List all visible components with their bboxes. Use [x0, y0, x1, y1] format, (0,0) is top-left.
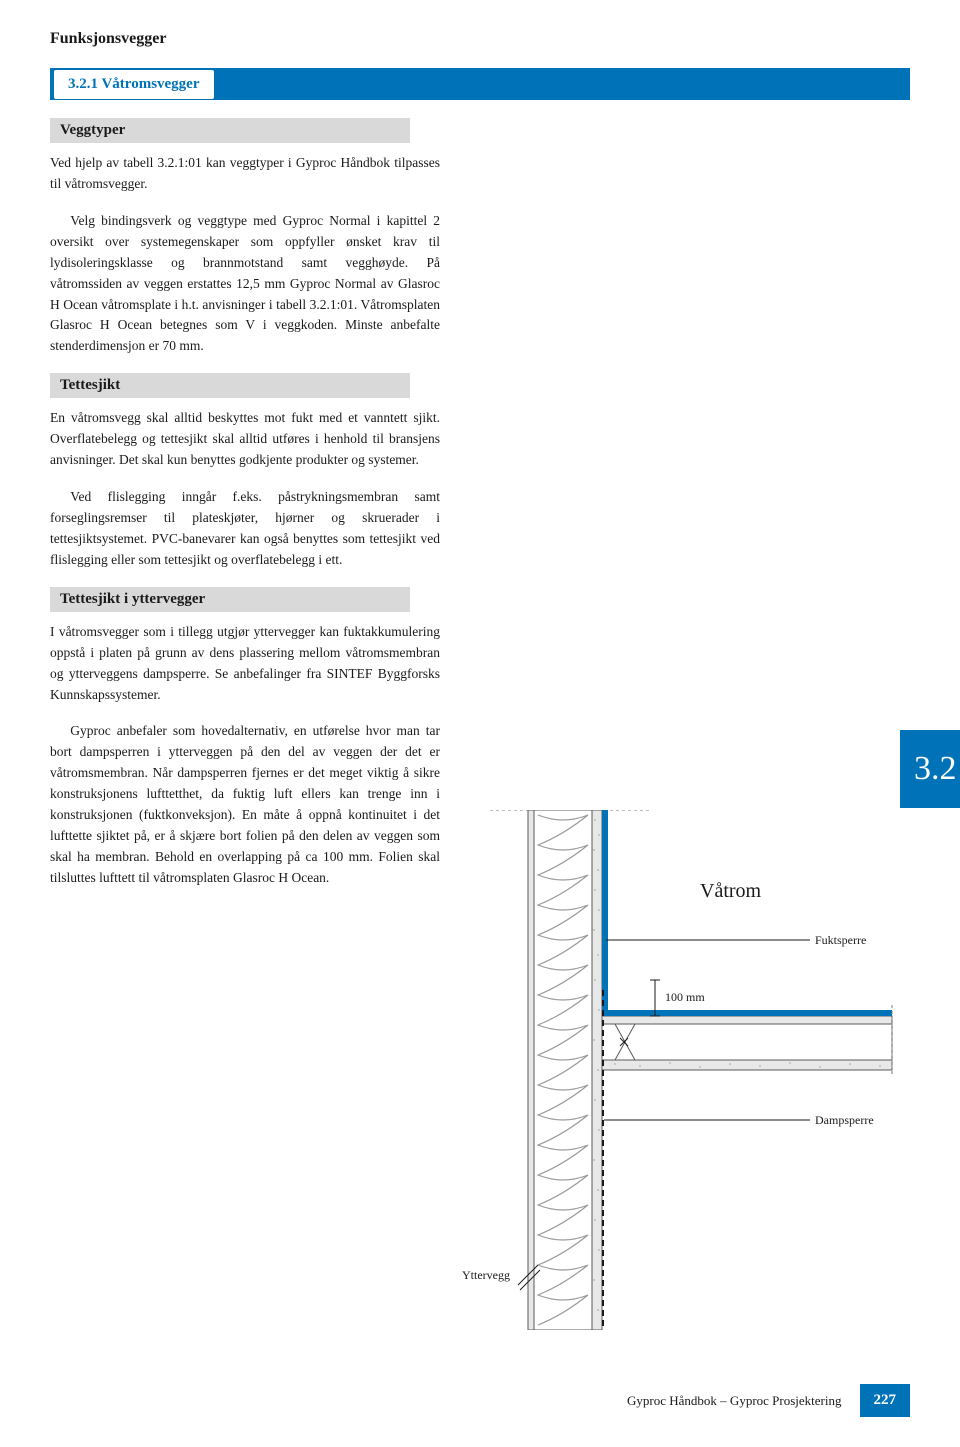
footer-text: Gyproc Håndbok – Gyproc Prosjektering [627, 1393, 841, 1409]
para-ytter-2: Gyproc anbefaler som hovedalternativ, en… [50, 721, 440, 888]
heading-tettesjikt: Tettesjikt [50, 373, 410, 398]
label-yttervegg: Yttervegg [462, 1268, 510, 1283]
para-veggtyper-1: Ved hjelp av tabell 3.2.1:01 kan veggtyp… [50, 153, 440, 195]
text-column: Veggtyper Ved hjelp av tabell 3.2.1:01 k… [50, 118, 440, 889]
label-100mm: 100 mm [665, 990, 705, 1005]
label-fuktsperre: Fuktsperre [815, 933, 866, 948]
page-footer: Gyproc Håndbok – Gyproc Prosjektering 22… [627, 1384, 910, 1417]
section-band: 3.2.1 Våtromsvegger [50, 68, 910, 100]
doc-title: Funksjonsvegger [50, 30, 910, 48]
side-tab: 3.2 [900, 730, 960, 808]
para-ytter-1: I våtromsvegger som i tillegg utgjør ytt… [50, 622, 440, 706]
heading-veggtyper: Veggtyper [50, 118, 410, 143]
section-number-label: 3.2.1 Våtromsvegger [54, 70, 214, 99]
wall-diagram-svg [480, 810, 910, 1330]
para-tettesjikt-1: En våtromsvegg skal alltid beskyttes mot… [50, 408, 440, 471]
heading-tettesjikt-ytter: Tettesjikt i yttervegger [50, 587, 410, 612]
wall-diagram: Våtrom Fuktsperre 100 mm Dampsperre Ytte… [480, 810, 910, 1330]
label-dampsperre: Dampsperre [815, 1113, 874, 1128]
footer-page-number: 227 [860, 1384, 911, 1417]
para-veggtyper-2: Velg bindingsverk og veggtype med Gyproc… [50, 211, 440, 357]
label-vatrom: Våtrom [700, 880, 761, 903]
para-tettesjikt-2: Ved flislegging inngår f.eks. påstryknin… [50, 487, 440, 571]
